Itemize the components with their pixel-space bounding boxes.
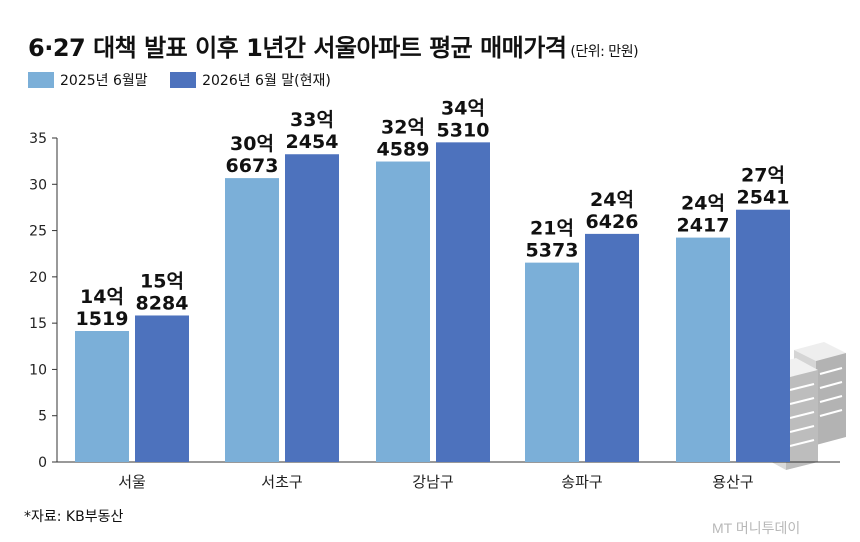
bar: [585, 233, 639, 462]
y-tick-label: 5: [38, 409, 47, 425]
y-tick-label: 15: [29, 316, 47, 332]
data-label-eok: 24억: [590, 189, 634, 211]
data-label-man: 2417: [677, 215, 730, 237]
data-label-man: 5373: [526, 240, 579, 262]
bar: [436, 142, 490, 462]
data-label-man: 6673: [226, 155, 279, 177]
chart-title: 6·27 대책 발표 이후 1년간 서울아파트 평균 매매가격 (단위: 만원): [28, 28, 639, 63]
y-tick-label: 10: [29, 362, 47, 378]
data-label-eok: 27억: [741, 165, 785, 187]
bar: [135, 315, 189, 462]
bar: [676, 237, 730, 462]
y-tick-label: 0: [38, 455, 47, 471]
bar: [225, 178, 279, 462]
bar: [736, 209, 790, 462]
legend-swatch-2025: [28, 72, 54, 88]
bar: [285, 154, 339, 462]
bar: [525, 262, 579, 462]
x-tick-label: 강남구: [412, 473, 453, 491]
legend-label-2025: 2025년 6월말: [60, 73, 148, 89]
legend-label-2026: 2026년 6월 말(현재): [202, 73, 331, 89]
data-label-man: 2541: [737, 187, 790, 209]
x-tick-label: 송파구: [561, 473, 602, 491]
data-label-eok: 24억: [681, 193, 725, 215]
title-text: 6·27 대책 발표 이후 1년간 서울아파트 평균 매매가격: [28, 34, 567, 62]
unit-label: (단위: 만원): [570, 44, 639, 60]
bars-group: 14억151915억828430억667333억245432억458934억53…: [75, 97, 790, 463]
x-tick-label: 용산구: [712, 473, 753, 491]
data-label-man: 1519: [76, 308, 129, 330]
x-tick-label: 서울: [118, 473, 146, 491]
bar: [75, 330, 129, 462]
data-label-eok: 14억: [80, 286, 124, 308]
legend-item-2025: 2025년 6월말: [28, 70, 148, 90]
legend-item-2026: 2026년 6월 말(현재): [170, 70, 331, 90]
data-label-eok: 15억: [140, 270, 184, 292]
x-axis-labels: 서울 서초구 강남구 송파구 용산구: [118, 473, 754, 491]
y-tick-label: 30: [29, 177, 47, 193]
data-label-eok: 32억: [381, 117, 425, 139]
bar: [376, 161, 430, 463]
data-label-eok: 30억: [230, 133, 274, 155]
y-tick-label: 20: [29, 270, 47, 286]
data-label-man: 8284: [136, 292, 189, 314]
data-label-eok: 34억: [441, 97, 485, 119]
legend: 2025년 6월말 2026년 6월 말(현재): [28, 70, 349, 92]
data-label-man: 2454: [286, 131, 339, 153]
legend-swatch-2026: [170, 72, 197, 88]
data-label-man: 6426: [586, 211, 639, 233]
data-label-eok: 33억: [290, 109, 334, 131]
y-tick-label: 25: [29, 224, 47, 240]
watermark-logo: MT 머니투데이: [712, 520, 801, 536]
x-tick-label: 서초구: [261, 473, 302, 491]
source-note: *자료: KB부동산: [24, 509, 124, 525]
data-label-man: 5310: [437, 119, 490, 141]
y-tick-label: 35: [29, 131, 47, 147]
data-label-man: 4589: [377, 139, 430, 161]
data-label-eok: 21억: [530, 218, 574, 240]
